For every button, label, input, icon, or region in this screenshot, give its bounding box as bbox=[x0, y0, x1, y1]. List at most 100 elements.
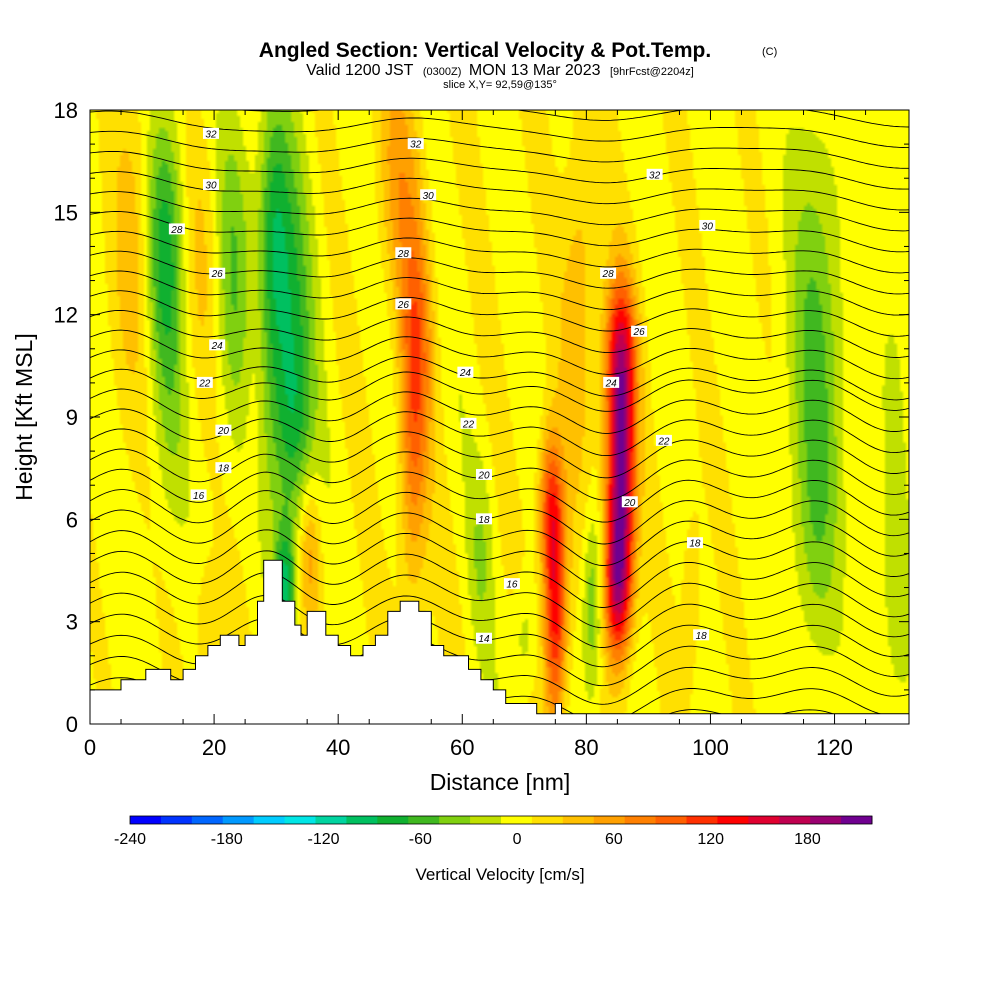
subtitle-date: MON 13 Mar 2023 bbox=[469, 62, 601, 79]
colorbar-tick-label: -240 bbox=[114, 831, 146, 848]
theta-label: 32 bbox=[410, 140, 422, 151]
theta-label-bg bbox=[407, 138, 424, 150]
colorbar-title: Vertical Velocity [cm/s] bbox=[415, 865, 584, 884]
theta-contour-line bbox=[90, 489, 909, 545]
subtitle-utc: (0300Z) bbox=[423, 66, 462, 78]
y-axis: 0 3 6 9 12 15 18 bbox=[54, 98, 909, 737]
colorbar-frame bbox=[129, 815, 873, 825]
chart-title: Angled Section: Vertical Velocity & Pot.… bbox=[259, 39, 711, 62]
theta-label-bg bbox=[395, 298, 412, 310]
x-tick-label: 60 bbox=[450, 735, 474, 760]
theta-contour-line bbox=[90, 309, 909, 358]
theta-label: 24 bbox=[605, 378, 618, 389]
colorbar-swatch bbox=[408, 816, 440, 824]
colorbar-swatch bbox=[439, 816, 471, 824]
colorbar-swatch bbox=[253, 816, 286, 824]
theta-contour-line bbox=[90, 329, 909, 380]
x-tick-label: 0 bbox=[84, 735, 96, 760]
theta-label: 16 bbox=[506, 580, 518, 591]
theta-label: 32 bbox=[649, 170, 661, 181]
theta-contour-line bbox=[90, 150, 909, 190]
theta-contour-line bbox=[90, 468, 909, 523]
vertical-velocity-field bbox=[90, 110, 909, 724]
colorbar-tick-label: -180 bbox=[211, 831, 243, 848]
theta-label: 18 bbox=[689, 539, 701, 550]
colorbar-swatch bbox=[624, 816, 657, 824]
subtitle-fcst: [9hrFcst@2204z] bbox=[610, 66, 694, 78]
colorbar-swatch bbox=[222, 816, 255, 824]
theta-contour-line bbox=[90, 349, 909, 401]
terrain bbox=[90, 559, 909, 724]
colorbar-tick-label: -120 bbox=[308, 831, 340, 848]
colorbar-swatch bbox=[810, 816, 842, 824]
theta-label: 28 bbox=[170, 225, 183, 236]
colorbar-swatch bbox=[377, 816, 409, 824]
x-axis: 0 20 40 60 80 100 120 bbox=[84, 110, 867, 760]
colorbar-swatch bbox=[346, 816, 378, 824]
theta-label: 18 bbox=[696, 631, 708, 642]
theta-label-bg bbox=[655, 434, 672, 446]
theta-label-bg bbox=[190, 489, 207, 501]
theta-contours bbox=[90, 110, 909, 724]
theta-label: 30 bbox=[423, 191, 435, 202]
subtitle-valid: Valid 1200 JST bbox=[306, 62, 414, 79]
theta-label: 30 bbox=[702, 221, 714, 232]
theta-label-bg bbox=[475, 468, 492, 480]
colorbar-swatch bbox=[130, 816, 162, 824]
colorbar-swatch bbox=[191, 816, 224, 824]
x-axis-label: Distance [nm] bbox=[430, 769, 571, 795]
y-tick-label: 18 bbox=[54, 98, 78, 123]
colorbar-tick-label: 0 bbox=[513, 831, 522, 848]
theta-label-bg bbox=[693, 629, 710, 641]
theta-contour-line bbox=[90, 270, 909, 316]
theta-label-bg bbox=[457, 366, 474, 378]
theta-contour-line bbox=[90, 571, 909, 629]
theta-label-bg bbox=[215, 424, 232, 436]
theta-contour-line bbox=[90, 191, 909, 232]
theta-label: 30 bbox=[205, 181, 217, 192]
colorbar-tick-label: 120 bbox=[697, 831, 724, 848]
theta-label: 16 bbox=[193, 491, 205, 502]
colorbar-tick-label: -60 bbox=[409, 831, 432, 848]
theta-label: 18 bbox=[218, 464, 230, 475]
y-tick-label: 15 bbox=[54, 200, 78, 225]
theta-label: 22 bbox=[657, 436, 670, 447]
colorbar-tick-label: 60 bbox=[605, 831, 623, 848]
theta-label-bg bbox=[603, 376, 620, 388]
y-tick-label: 3 bbox=[66, 610, 78, 635]
theta-label-bg bbox=[475, 632, 492, 644]
theta-label-bg bbox=[621, 496, 638, 508]
theta-label: 32 bbox=[205, 129, 217, 140]
y-tick-label: 9 bbox=[66, 405, 78, 430]
x-tick-label: 80 bbox=[574, 735, 598, 760]
theta-label-bg bbox=[209, 339, 226, 351]
theta-contour-line bbox=[90, 211, 909, 253]
theta-label-bg bbox=[395, 247, 412, 259]
theta-label-bg bbox=[202, 179, 219, 191]
theta-contour-line bbox=[90, 171, 909, 211]
theta-label-bg bbox=[420, 189, 437, 201]
theta-contour-line bbox=[90, 529, 909, 588]
chart-title-badge: (C) bbox=[762, 46, 777, 58]
theta-contour-labels: 32 30 28 26 24 22 20 18 16 32 30 28 26 24 22 20 18 16 14 32… bbox=[168, 127, 716, 645]
theta-label-bg bbox=[475, 513, 492, 525]
theta-label-bg bbox=[600, 267, 617, 279]
y-axis-label: Height [Kft MSL] bbox=[11, 333, 37, 500]
plot-area: 32 30 28 26 24 22 20 18 16 32 30 28 26 24 22 20 18 16 14 32… bbox=[90, 110, 909, 724]
theta-label: 26 bbox=[397, 300, 410, 311]
y-tick-label: 0 bbox=[66, 712, 78, 737]
theta-contour-line bbox=[90, 230, 909, 274]
theta-label: 28 bbox=[397, 249, 410, 260]
x-tick-label: 100 bbox=[692, 735, 729, 760]
theta-label: 24 bbox=[459, 368, 472, 379]
colorbar-swatch bbox=[315, 816, 347, 824]
colorbar-swatch bbox=[531, 816, 564, 824]
theta-label: 24 bbox=[211, 341, 224, 352]
chart-subtitle: Valid 1200 JST (0300Z) MON 13 Mar 2023 [… bbox=[306, 62, 694, 79]
theta-label: 26 bbox=[633, 327, 646, 338]
x-tick-label: 20 bbox=[202, 735, 226, 760]
x-tick-label: 40 bbox=[326, 735, 350, 760]
theta-label: 20 bbox=[217, 426, 230, 437]
colorbar-swatch bbox=[779, 816, 811, 824]
